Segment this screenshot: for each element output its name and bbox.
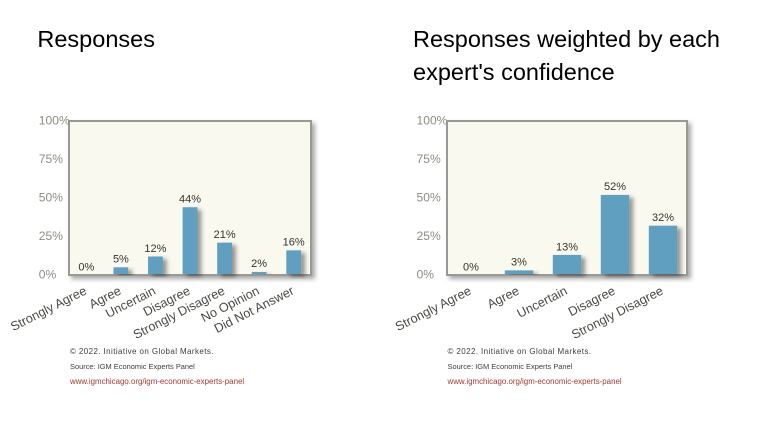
svg-text:75%: 75% <box>39 152 63 166</box>
svg-text:0%: 0% <box>417 268 435 282</box>
svg-text:0%: 0% <box>78 261 94 273</box>
svg-text:32%: 32% <box>652 212 674 224</box>
svg-text:25%: 25% <box>39 229 63 243</box>
svg-text:12%: 12% <box>144 243 166 255</box>
svg-text:50%: 50% <box>39 191 63 205</box>
svg-text:2%: 2% <box>251 258 267 270</box>
svg-text:0%: 0% <box>463 261 479 273</box>
svg-text:52%: 52% <box>604 181 626 193</box>
svg-text:0%: 0% <box>39 268 57 282</box>
svg-text:Strongly Agree: Strongly Agree <box>8 284 89 334</box>
svg-text:50%: 50% <box>417 191 441 205</box>
svg-text:13%: 13% <box>556 241 578 253</box>
svg-text:25%: 25% <box>417 229 441 243</box>
svg-text:3%: 3% <box>511 257 527 269</box>
svg-text:21%: 21% <box>214 229 236 241</box>
svg-text:Uncertain: Uncertain <box>515 284 570 321</box>
svg-text:75%: 75% <box>417 152 441 166</box>
svg-text:44%: 44% <box>179 194 201 206</box>
svg-text:Strongly Agree: Strongly Agree <box>393 284 474 334</box>
svg-text:100%: 100% <box>39 114 70 128</box>
svg-text:5%: 5% <box>113 254 129 266</box>
svg-text:100%: 100% <box>417 114 448 128</box>
svg-text:16%: 16% <box>283 237 305 249</box>
